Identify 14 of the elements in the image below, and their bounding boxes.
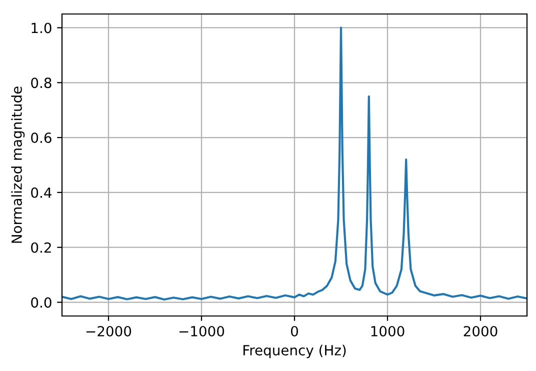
x-tick-label: 0	[290, 326, 298, 336]
y-tick-label: 0.0	[31, 297, 52, 308]
x-tick-label: 1000	[371, 326, 404, 336]
x-tick-label: −1000	[179, 326, 224, 336]
x-axis-title: Frequency (Hz)	[243, 344, 346, 358]
x-tick-label: −2000	[86, 326, 132, 336]
line-series	[62, 26, 527, 301]
y-tick-label: 1.0	[32, 22, 52, 34]
y-tick-label: 0.2	[31, 242, 51, 253]
y-tick-label: 0.8	[31, 78, 52, 88]
y-axis-title: Normalized magnitude	[11, 86, 25, 243]
y-tick-label: 0.6	[31, 132, 52, 144]
x-tick-label: 2000	[464, 326, 498, 336]
y-tick-label: 0.4	[31, 187, 52, 198]
